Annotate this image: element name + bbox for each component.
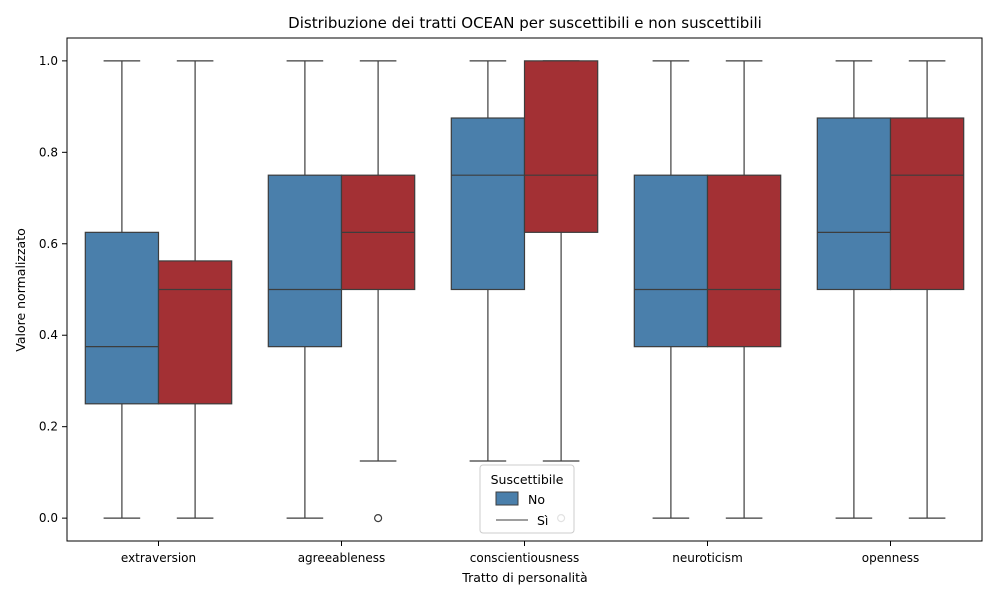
box-body (889, 117, 965, 291)
legend-label-si: Sì (537, 513, 548, 528)
box-body (816, 117, 892, 291)
box-agreeableness-No (267, 60, 343, 519)
box-neuroticism-Sì (706, 60, 782, 519)
plot-area: 0.0 0.2 0.4 0.6 0.8 1.0 extraversion agreeable… (39, 37, 983, 565)
x-tick-label-extraversion: extraversion (121, 551, 196, 565)
x-axis-label: Tratto di personalità (461, 570, 587, 585)
y-tick-label: 0.0 (39, 511, 58, 525)
box-agreeableness-Sì (340, 60, 416, 523)
box-body (157, 260, 233, 405)
box-extraversion-No (84, 60, 160, 519)
x-tick-label-conscientiousness: conscientiousness (470, 551, 579, 565)
boxes (84, 60, 965, 523)
legend: Suscettibile No Sì (479, 464, 575, 534)
legend-label-no: No (528, 492, 545, 507)
y-tick-label: 0.6 (39, 237, 58, 251)
y-axis-label: Valore normalizzato (13, 228, 28, 352)
outlier-point (374, 514, 383, 523)
box-conscientiousness-No (450, 60, 526, 462)
x-tick-label-agreeableness: agreeableness (298, 551, 386, 565)
y-tick-label: 0.2 (39, 420, 58, 434)
box-openness-No (816, 60, 892, 519)
y-tick-label: 1.0 (39, 54, 58, 68)
box-conscientiousness-Sì (523, 60, 599, 523)
box-body (84, 231, 160, 405)
box-body (523, 60, 599, 233)
x-tick-label-openness: openness (862, 551, 919, 565)
legend-frame (479, 464, 575, 534)
legend-swatch-no (495, 491, 519, 506)
x-axis: extraversion agreeableness conscientiousne… (121, 541, 919, 565)
box-body (633, 174, 709, 348)
x-tick-label-neuroticism: neuroticism (672, 551, 743, 565)
chart-title: Distribuzione dei tratti OCEAN per susce… (288, 14, 762, 32)
box-openness-Sì (889, 60, 965, 519)
legend-title: Suscettibile (491, 472, 564, 487)
y-tick-label: 0.8 (39, 145, 58, 159)
box-neuroticism-No (633, 60, 709, 519)
y-tick-label: 0.4 (39, 328, 58, 342)
box-body (267, 174, 343, 348)
box-body (450, 117, 526, 291)
y-axis: 0.0 0.2 0.4 0.6 0.8 1.0 (39, 54, 67, 525)
box-body (706, 174, 782, 348)
box-extraversion-Sì (157, 60, 233, 519)
